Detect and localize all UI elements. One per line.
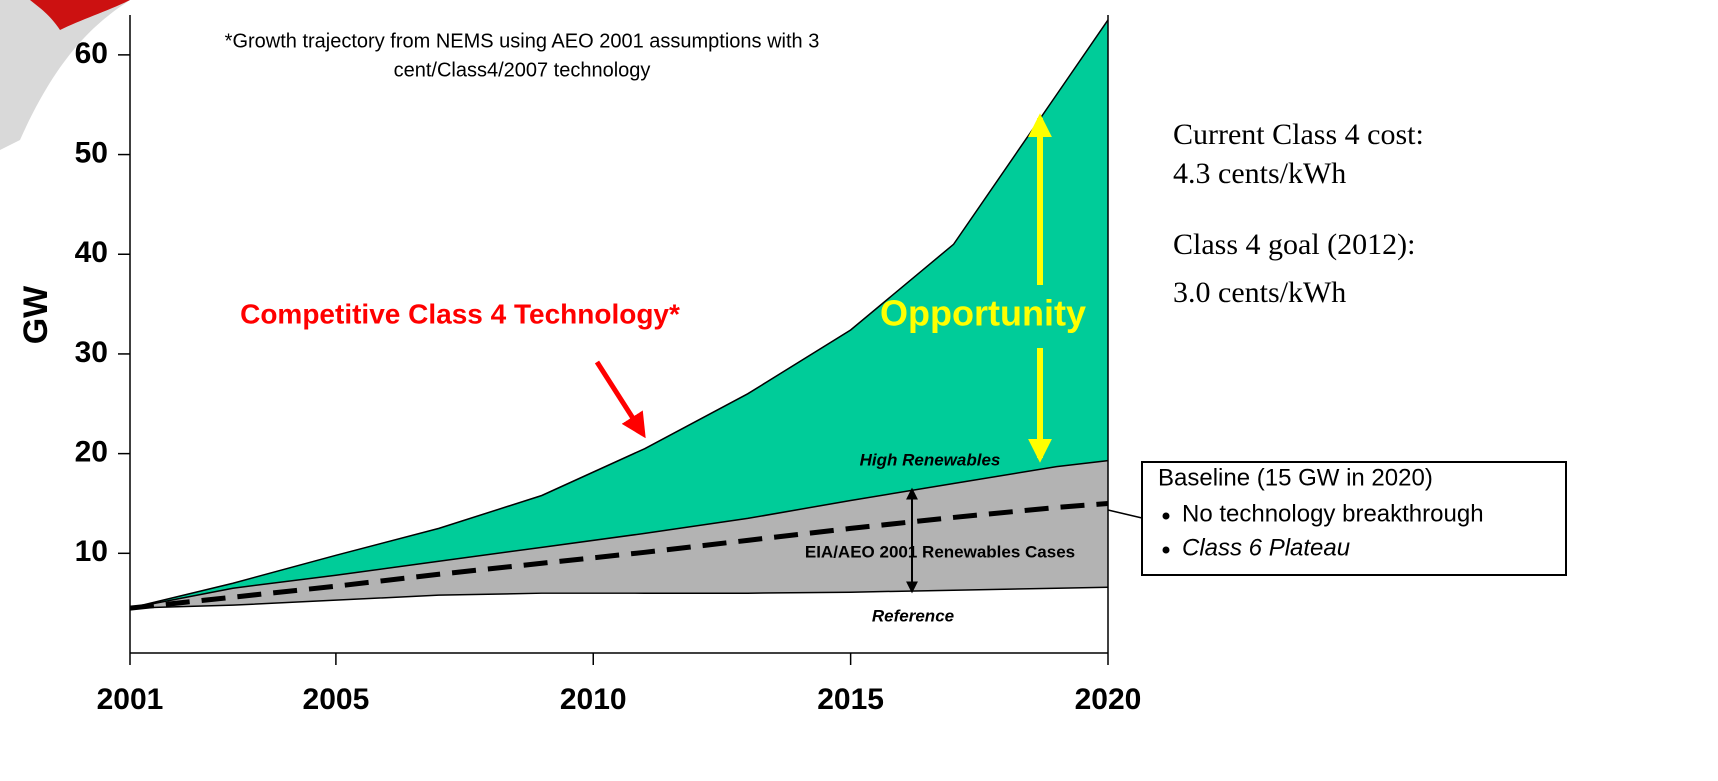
bullet bbox=[1163, 547, 1170, 554]
opportunity-label: Opportunity bbox=[880, 293, 1086, 334]
x-tick-label: 2001 bbox=[97, 683, 164, 716]
side-note: 3.0 cents/kWh bbox=[1173, 276, 1346, 309]
arrow bbox=[597, 362, 643, 434]
chart: 10 20 30 40 50 60 2001 2005 2010 2015 2020 GW *Gro… bbox=[0, 0, 1718, 781]
x-tick-label: 2015 bbox=[817, 683, 884, 716]
series-label: Baseline (15 GW in 2020) bbox=[1158, 464, 1433, 491]
footnote: *Growth trajectory from NEMS using AEO 2… bbox=[225, 30, 820, 52]
bullet-text: Class 6 Plateau bbox=[1182, 534, 1350, 561]
side-note: 4.3 cents/kWh bbox=[1173, 157, 1346, 190]
y-tick-label: 60 bbox=[75, 37, 108, 70]
y-axis-label: GW bbox=[17, 285, 55, 344]
series-label: High Renewables bbox=[860, 450, 1001, 469]
x-tick-label: 2020 bbox=[1075, 683, 1142, 716]
y-tick-label: 20 bbox=[75, 436, 108, 469]
side-note: Current Class 4 cost: bbox=[1173, 118, 1424, 151]
side-note: Class 4 goal (2012): bbox=[1173, 228, 1415, 261]
y-tick-label: 10 bbox=[75, 535, 108, 568]
series-label: Reference bbox=[872, 606, 954, 625]
bullet-text: No technology breakthrough bbox=[1182, 500, 1484, 527]
bullet bbox=[1163, 513, 1170, 520]
x-tick-label: 2010 bbox=[560, 683, 627, 716]
x-tick-label: 2005 bbox=[303, 683, 370, 716]
y-tick-label: 30 bbox=[75, 336, 108, 369]
series-label: Competitive Class 4 Technology* bbox=[240, 298, 680, 329]
footnote: cent/Class4/2007 technology bbox=[394, 59, 651, 81]
connector bbox=[1108, 510, 1142, 518]
cases-label: EIA/AEO 2001 Renewables Cases bbox=[805, 542, 1075, 561]
y-tick-label: 40 bbox=[75, 236, 108, 269]
page: {"chart_data": { "type": "area", "y_labe… bbox=[0, 0, 1718, 781]
y-tick-label: 50 bbox=[75, 136, 108, 169]
